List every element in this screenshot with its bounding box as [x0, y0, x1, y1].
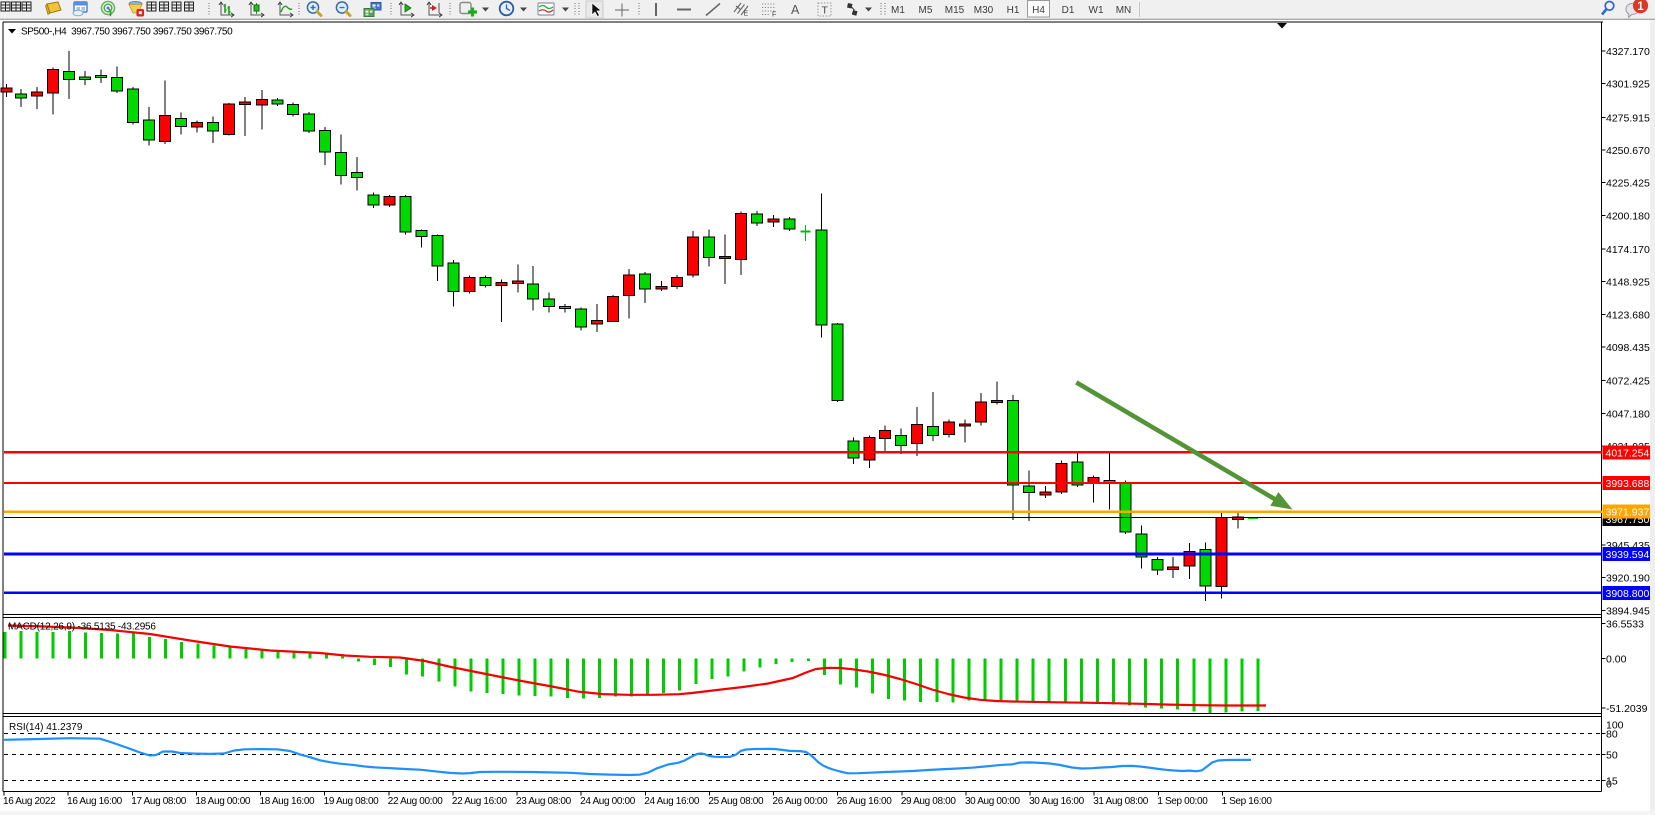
svg-text:0: 0 [1606, 779, 1612, 791]
svg-text:W1: W1 [1089, 5, 1104, 16]
svg-text:30 Aug 16:00: 30 Aug 16:00 [1029, 796, 1085, 807]
svg-text:M30: M30 [974, 5, 994, 16]
svg-text:23 Aug 08:00: 23 Aug 08:00 [516, 796, 572, 807]
svg-text:4275.915: 4275.915 [1606, 112, 1650, 124]
svg-text:MN: MN [1116, 5, 1132, 16]
svg-text:80: 80 [1606, 729, 1618, 741]
svg-text:3939.594: 3939.594 [1606, 549, 1650, 561]
svg-text:4174.170: 4174.170 [1606, 244, 1650, 256]
svg-text:MACD(12,26,9) -36.5135 -43.295: MACD(12,26,9) -36.5135 -43.2956 [8, 622, 156, 633]
svg-text:30 Aug 00:00: 30 Aug 00:00 [965, 796, 1021, 807]
svg-text:4017.254: 4017.254 [1606, 447, 1650, 459]
svg-text:3971.937: 3971.937 [1606, 507, 1650, 519]
svg-text:24 Aug 00:00: 24 Aug 00:00 [580, 796, 636, 807]
svg-text:25 Aug 08:00: 25 Aug 08:00 [708, 796, 764, 807]
svg-text:D1: D1 [1062, 5, 1075, 16]
svg-text:26 Aug 00:00: 26 Aug 00:00 [773, 796, 829, 807]
svg-text:A: A [791, 3, 800, 17]
svg-text:22 Aug 16:00: 22 Aug 16:00 [452, 796, 508, 807]
svg-text:4047.180: 4047.180 [1606, 408, 1650, 420]
svg-text:F: F [772, 12, 776, 19]
svg-text:1 Sep 16:00: 1 Sep 16:00 [1221, 796, 1272, 807]
svg-text:4072.425: 4072.425 [1606, 376, 1650, 388]
svg-text:31 Aug 08:00: 31 Aug 08:00 [1093, 796, 1149, 807]
svg-text:4301.925: 4301.925 [1606, 79, 1650, 91]
svg-text:0.00: 0.00 [1606, 654, 1627, 666]
svg-text:4123.680: 4123.680 [1606, 309, 1650, 321]
svg-text:15: 15 [1606, 776, 1618, 788]
svg-text:M5: M5 [919, 5, 933, 16]
svg-text:19 Aug 08:00: 19 Aug 08:00 [324, 796, 380, 807]
svg-text:H4: H4 [1032, 5, 1045, 16]
svg-text:1 Sep 00:00: 1 Sep 00:00 [1157, 796, 1208, 807]
svg-text:18 Aug 16:00: 18 Aug 16:00 [260, 796, 316, 807]
svg-text:M15: M15 [945, 5, 965, 16]
svg-text:50: 50 [1606, 750, 1618, 762]
svg-text:22 Aug 00:00: 22 Aug 00:00 [388, 796, 444, 807]
svg-text:17 Aug 08:00: 17 Aug 08:00 [131, 796, 187, 807]
svg-text:3894.945: 3894.945 [1606, 605, 1650, 617]
svg-text:-51.2039: -51.2039 [1606, 703, 1648, 715]
svg-text:E: E [744, 11, 749, 18]
svg-text:4250.670: 4250.670 [1606, 145, 1650, 157]
svg-text:4148.925: 4148.925 [1606, 277, 1650, 289]
svg-text:36.5533: 36.5533 [1606, 619, 1644, 631]
svg-text:18 Aug 00:00: 18 Aug 00:00 [195, 796, 251, 807]
svg-text:RSI(14) 41.2379: RSI(14) 41.2379 [9, 722, 83, 733]
svg-text:3993.688: 3993.688 [1606, 478, 1650, 490]
svg-text:4327.170: 4327.170 [1606, 46, 1650, 58]
svg-text:H1: H1 [1007, 5, 1020, 16]
svg-text:4200.180: 4200.180 [1606, 210, 1650, 222]
svg-text:SP500-,H4 3967.750 3967.750 3: SP500-,H4 3967.750 3967.750 3967.750 396… [21, 27, 233, 38]
svg-text:100: 100 [1606, 719, 1624, 731]
svg-text:1: 1 [1637, 1, 1644, 13]
svg-text:24 Aug 16:00: 24 Aug 16:00 [644, 796, 700, 807]
svg-text:4098.435: 4098.435 [1606, 342, 1650, 354]
svg-text:M1: M1 [891, 5, 905, 16]
svg-text:4225.425: 4225.425 [1606, 178, 1650, 190]
svg-text:3920.190: 3920.190 [1606, 573, 1650, 585]
svg-text:3908.800: 3908.800 [1606, 588, 1650, 600]
svg-text:T: T [822, 5, 829, 17]
svg-text:16 Aug 2022: 16 Aug 2022 [3, 796, 56, 807]
svg-text:16 Aug 16:00: 16 Aug 16:00 [67, 796, 123, 807]
svg-text:29 Aug 08:00: 29 Aug 08:00 [901, 796, 957, 807]
svg-text:26 Aug 16:00: 26 Aug 16:00 [837, 796, 893, 807]
